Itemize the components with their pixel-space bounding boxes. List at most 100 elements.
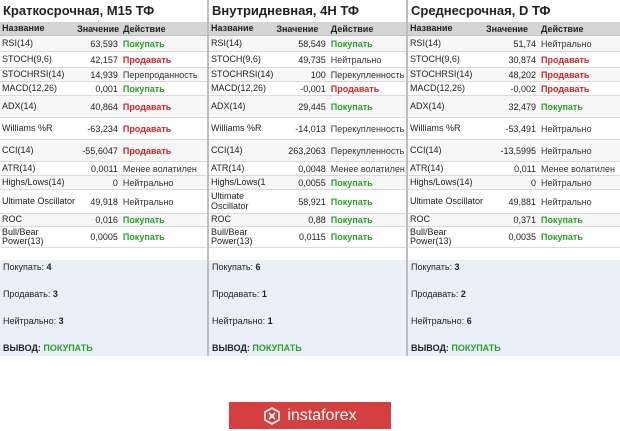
indicator-name: RSI(14) bbox=[211, 38, 243, 48]
table-row: Highs/Lows(1 0,0055 Покупать bbox=[209, 176, 406, 190]
summary-verdict: ВЫВОД: ПОКУПАТЬ bbox=[411, 343, 501, 353]
summary-box: Покупать: 4 Продавать: 3 Нейтрально: 3 ВЫВО… bbox=[0, 260, 207, 356]
summary-buy: Покупать: 6 bbox=[212, 262, 261, 272]
indicator-name: RSI(14) bbox=[410, 38, 442, 48]
table-body: RSI(14) 51,74 Нейтрально STOCH(9,6) 30,874 Пр… bbox=[408, 36, 620, 248]
indicator-value: 40,864 bbox=[90, 101, 118, 112]
panel-title: Краткосрочная, M15 ТФ bbox=[3, 3, 155, 18]
summary-buy-label: Покупать: bbox=[212, 262, 254, 272]
indicator-name: ROC bbox=[211, 215, 231, 225]
indicator-name: RSI(14) bbox=[2, 38, 34, 48]
indicator-action: Нейтрально bbox=[541, 177, 592, 188]
indicator-value: -0,001 bbox=[300, 83, 326, 94]
indicator-value: 49,918 bbox=[90, 196, 118, 207]
verdict-label: ВЫВОД: bbox=[411, 343, 449, 353]
summary-buy-count: 6 bbox=[255, 262, 261, 272]
table-row: STOCH(9,6) 42,157 Продавать bbox=[0, 52, 207, 68]
indicator-action: Нейтрально bbox=[122, 177, 174, 188]
table-body: RSI(14) 63,593 Покупать STOCH(9,6) 42,157 Про… bbox=[0, 36, 207, 248]
panel-title: Внутридневная, 4H ТФ bbox=[212, 3, 359, 18]
indicator-value: 48,202 bbox=[508, 69, 536, 80]
summary-box: Покупать: 6 Продавать: 1 Нейтрально: 1 ВЫВО… bbox=[209, 260, 406, 356]
indicator-name: STOCH(9,6) bbox=[211, 54, 261, 64]
summary-sell: Продавать: 1 bbox=[212, 289, 267, 299]
table-row: ATR(14) 0,0011 Менее волатилен bbox=[0, 162, 207, 176]
indicator-name: STOCH(9,6) bbox=[410, 54, 460, 64]
panel-2: Среднесрочная, D ТФ Название Значение Дейст… bbox=[408, 0, 620, 356]
table-body: RSI(14) 58,549 Покупать STOCH(9,6) 49,735 Ней… bbox=[209, 36, 406, 248]
indicator-name: ATR(14) bbox=[2, 163, 36, 173]
indicator-action: Менее волатилен bbox=[330, 163, 405, 174]
verdict-value: ПОКУПАТЬ bbox=[252, 343, 302, 353]
table-row: Bull/Bear Power(13) 0,0005 Покупать bbox=[0, 227, 207, 248]
indicator-action: Покупать bbox=[330, 177, 373, 188]
summary-buy: Покупать: 4 bbox=[3, 262, 52, 272]
indicator-action: Покупать bbox=[330, 232, 373, 242]
header-action: Действие bbox=[330, 23, 374, 34]
table-row: MACD(12,26) -0,002 Продавать bbox=[408, 82, 620, 96]
indicator-action: Покупать bbox=[330, 215, 373, 225]
table-row: Ultimate Oscillator 49,881 Нейтрально bbox=[408, 190, 620, 214]
summary-verdict: ВЫВОД: ПОКУПАТЬ bbox=[3, 343, 93, 353]
table-row: STOCH(9,6) 30,874 Продавать bbox=[408, 52, 620, 68]
indicator-action: Перепроданность bbox=[122, 69, 198, 80]
indicator-action: Покупать bbox=[122, 83, 165, 94]
indicator-value: -55,6047 bbox=[82, 145, 118, 156]
indicator-name: CCI(14) bbox=[410, 145, 442, 155]
indicator-value: 0,011 bbox=[514, 163, 536, 174]
indicator-action: Продавать bbox=[122, 123, 172, 134]
summary-neutral-count: 6 bbox=[466, 316, 472, 326]
header-name: Название bbox=[211, 23, 254, 33]
table-row: MACD(12,26) 0,001 Покупать bbox=[0, 82, 207, 96]
summary-buy-count: 3 bbox=[454, 262, 460, 272]
indicator-action: Продавать bbox=[330, 83, 380, 94]
indicator-name: Ultimate Oscillator bbox=[211, 192, 249, 211]
summary-sell-label: Продавать: bbox=[212, 289, 260, 299]
table-row: ATR(14) 0,011 Менее волатилен bbox=[408, 162, 620, 176]
indicator-action: Перекупленность bbox=[330, 123, 405, 134]
indicator-value: 58,549 bbox=[298, 38, 326, 49]
indicator-name: CCI(14) bbox=[211, 145, 243, 155]
indicator-name: Williams %R bbox=[211, 123, 262, 133]
indicator-name: Williams %R bbox=[2, 123, 53, 133]
summary-neutral-label: Нейтрально: bbox=[212, 316, 266, 326]
table-row: ROC 0,016 Покупать bbox=[0, 214, 207, 227]
indicator-action: Покупать bbox=[330, 196, 373, 207]
summary-neutral: Нейтрально: 6 bbox=[411, 316, 472, 326]
table-row: ADX(14) 40,864 Продавать bbox=[0, 96, 207, 118]
table-row: Williams %R -63,234 Продавать bbox=[0, 118, 207, 140]
table-row: Highs/Lows(14) 0 Нейтрально bbox=[0, 176, 207, 190]
header-value: Значение bbox=[276, 23, 319, 34]
summary-buy: Покупать: 3 bbox=[411, 262, 460, 272]
table-row: Ultimate Oscillator 49,918 Нейтрально bbox=[0, 190, 207, 214]
summary-buy-label: Покупать: bbox=[411, 262, 453, 272]
indicator-value: 42,157 bbox=[90, 54, 118, 65]
table-row: STOCHRSI(14) 48,202 Продавать bbox=[408, 68, 620, 82]
summary-buy-count: 4 bbox=[46, 262, 52, 272]
indicator-action: Нейтрально bbox=[541, 196, 592, 207]
indicator-action: Нейтрально bbox=[541, 145, 592, 156]
panel-title: Среднесрочная, D ТФ bbox=[411, 3, 551, 18]
header-action: Действие bbox=[541, 23, 584, 34]
indicator-value: 100 bbox=[310, 69, 326, 80]
table-row: STOCHRSI(14) 14,939 Перепроданность bbox=[0, 68, 207, 82]
summary-sell-count: 2 bbox=[460, 289, 466, 299]
table-header: Название Значение Действие bbox=[209, 22, 406, 36]
indicator-action: Продавать bbox=[541, 69, 590, 80]
verdict-value: ПОКУПАТЬ bbox=[43, 343, 93, 353]
table-row: ATR(14) 0,0048 Менее волатилен bbox=[209, 162, 406, 176]
indicator-name: Ultimate Oscillator bbox=[2, 196, 76, 206]
summary-sell-label: Продавать: bbox=[3, 289, 51, 299]
table-row: CCI(14) -55,6047 Продавать bbox=[0, 140, 207, 162]
header-name: Название bbox=[2, 23, 45, 33]
indicator-action: Нейтрально bbox=[330, 54, 382, 65]
indicator-value: 58,921 bbox=[298, 196, 326, 207]
summary-sell: Продавать: 2 bbox=[411, 289, 466, 299]
indicator-value: 0 bbox=[530, 177, 536, 188]
indicator-action: Покупать bbox=[330, 101, 373, 112]
table-row: ROC 0,371 Покупать bbox=[408, 214, 620, 227]
table-row: STOCH(9,6) 49,735 Нейтрально bbox=[209, 52, 406, 68]
indicator-value: 0,0048 bbox=[298, 163, 326, 174]
indicator-action: Продавать bbox=[541, 54, 590, 65]
indicator-tables: Краткосрочная, M15 ТФ Название Значение Дей… bbox=[0, 0, 620, 356]
